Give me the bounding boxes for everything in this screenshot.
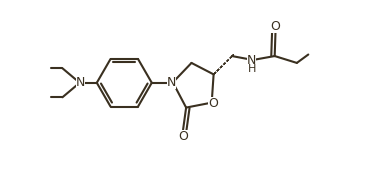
Text: N: N [76, 76, 85, 89]
Text: N: N [167, 76, 176, 89]
Text: O: O [208, 97, 218, 110]
Text: H: H [248, 64, 256, 74]
Text: N: N [247, 54, 256, 67]
Polygon shape [213, 55, 234, 74]
Text: O: O [178, 130, 188, 143]
Text: O: O [271, 20, 280, 33]
